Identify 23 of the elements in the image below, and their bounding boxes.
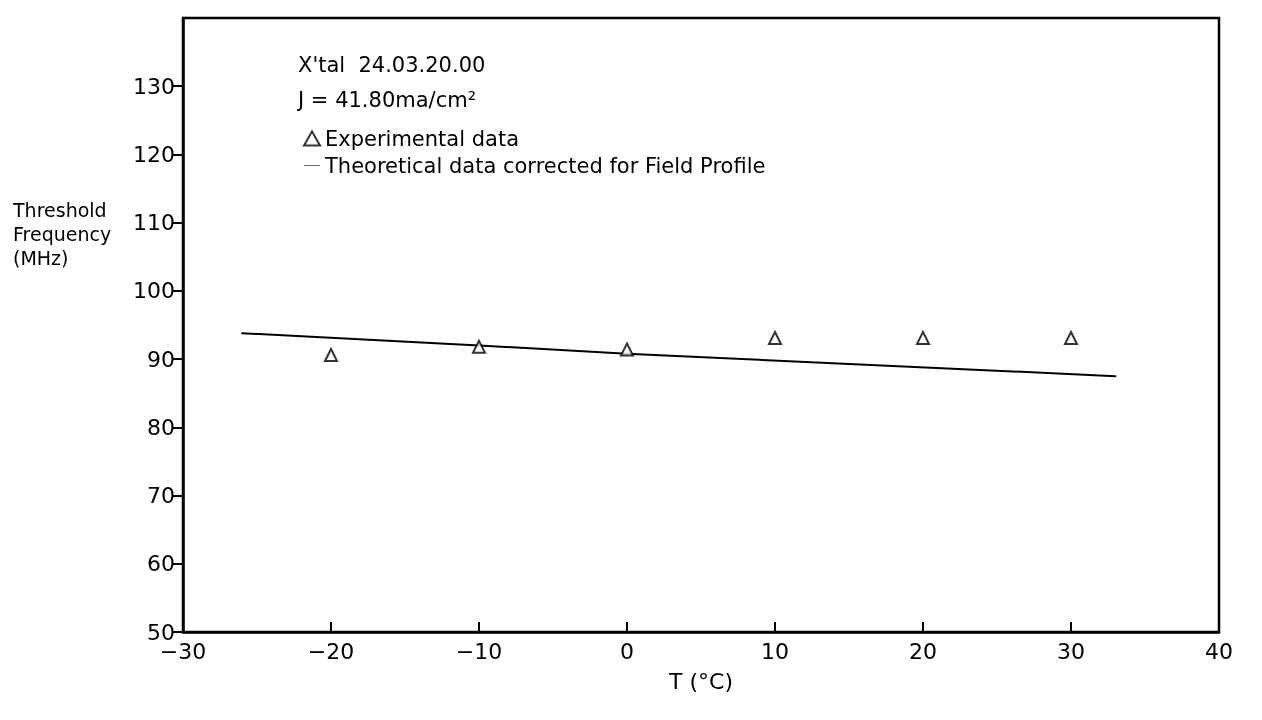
x-tick-label: −10: [455, 638, 503, 664]
x-tick-label: 20: [909, 638, 937, 664]
y-tick-label: 60: [147, 551, 175, 577]
annotation: X'tal 24.03.20.00: [298, 52, 486, 77]
y-tick-label: 130: [133, 73, 175, 99]
x-tick-label: 30: [1057, 638, 1085, 664]
y-tick-label: 110: [133, 210, 175, 236]
x-tick-label: 0: [620, 638, 634, 664]
x-tick-label: 40: [1205, 638, 1233, 664]
y-tick-label: 100: [133, 278, 175, 304]
line-series: [241, 332, 1117, 378]
y-tick-label: 90: [147, 346, 175, 372]
legend-label: Theoretical data corrected for Field Profile: [324, 153, 766, 178]
y-tick-label: 80: [147, 414, 175, 440]
x-tick-label: −20: [307, 638, 355, 664]
y-axis-title: Threshold Frequency (MHz): [12, 199, 112, 269]
x-tick-label: 10: [761, 638, 789, 664]
legend-label: Experimental data: [325, 126, 520, 151]
y-tick-label: 120: [133, 141, 175, 167]
annotation: J = 41.80ma/cm²: [296, 87, 477, 112]
x-axis-title: T (°C): [668, 668, 733, 694]
y-tick-label: 70: [147, 483, 175, 509]
y-tick-label: 50: [147, 619, 175, 645]
